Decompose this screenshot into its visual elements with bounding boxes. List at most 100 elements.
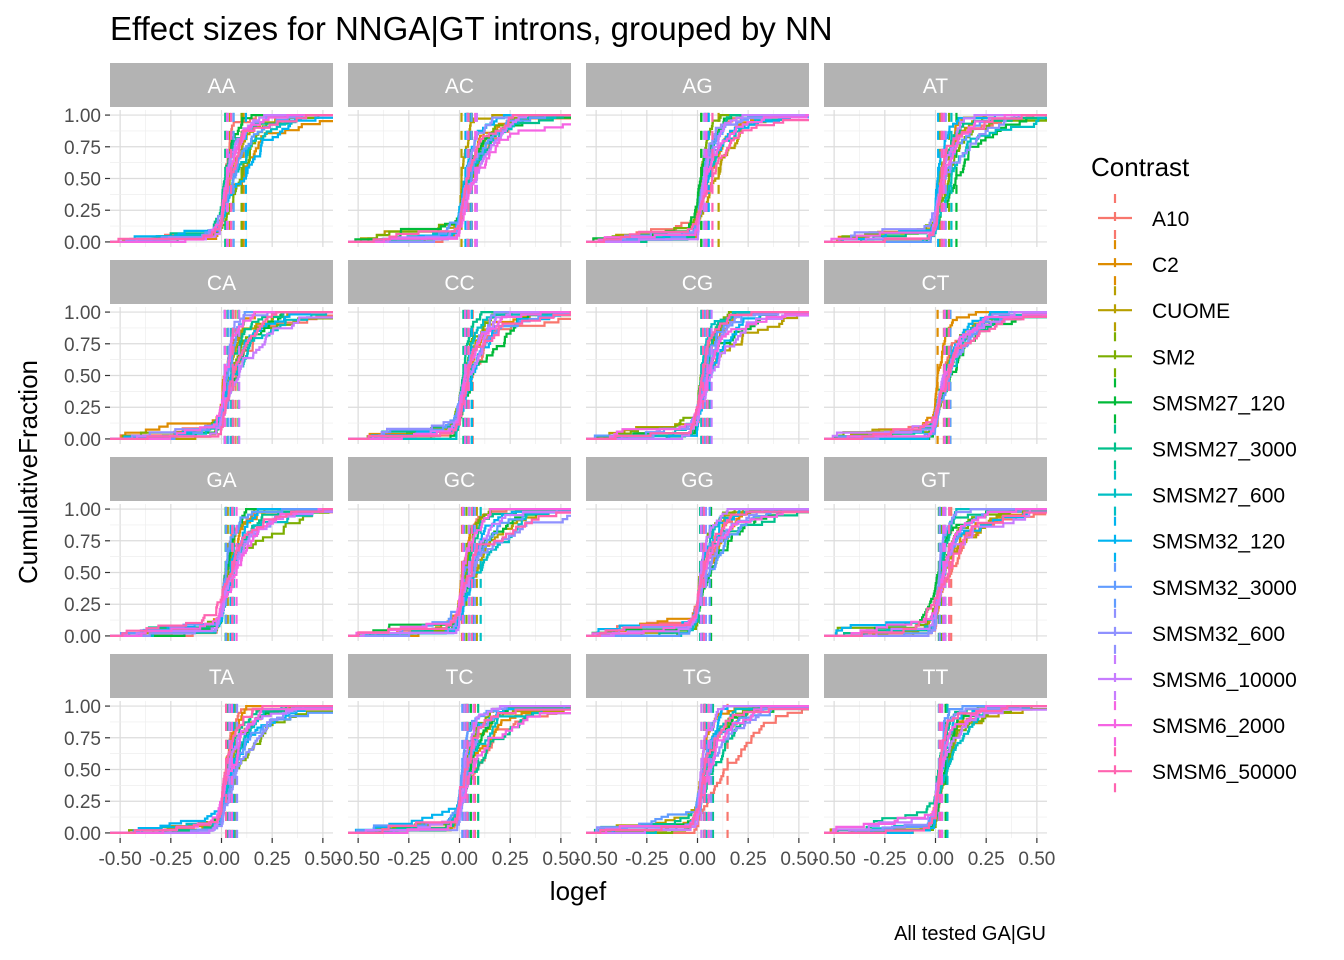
y-tick-label: 0.50 — [64, 564, 101, 585]
legend-label: SMSM6_50000 — [1152, 761, 1297, 784]
facet-strip — [348, 457, 571, 501]
ecdf-SMSM6_50000 — [586, 510, 809, 637]
y-tick-label: 0.50 — [64, 170, 101, 191]
legend-entry-SMSM27_600: SMSM27_600 — [1098, 470, 1285, 519]
y-axis-ticks: 0.00 0.25 0.50 0.75 1.00 — [64, 303, 110, 451]
x-tick-label: 0.25 — [968, 849, 1005, 870]
ecdf-SMSM32_3000 — [348, 508, 571, 637]
legend-entry-SMSM6_10000: SMSM6_10000 — [1098, 655, 1297, 703]
y-tick-label: 1.00 — [64, 500, 101, 521]
legend-label: A10 — [1152, 208, 1189, 231]
facet-strip-label: TC — [446, 666, 474, 689]
y-tick-label: 0.75 — [64, 138, 101, 159]
legend-entry-SMSM32_3000: SMSM32_3000 — [1098, 562, 1297, 611]
facet-strip-label: AG — [682, 75, 712, 98]
ecdf-curves — [348, 504, 571, 641]
x-tick-label: -0.25 — [387, 849, 430, 870]
legend-entry-A10: A10 — [1098, 194, 1189, 242]
facet-GC: GC — [348, 457, 571, 641]
ecdf-curves — [110, 504, 333, 641]
ecdf-SMSM6_50000 — [348, 114, 571, 243]
x-axis-ticks: -0.50 -0.25 0.00 0.25 0.50 — [98, 838, 341, 870]
facet-CA: CA 0.00 0.25 0.50 0.75 1.00 — [64, 260, 333, 451]
facet-strip — [348, 654, 571, 698]
facet-strip — [586, 260, 809, 304]
ecdf-SMSM6_50000 — [586, 311, 809, 440]
y-tick-label: 1.00 — [64, 106, 101, 127]
ecdf-SMSM6_50000 — [824, 705, 1047, 834]
y-axis-ticks: 0.00 0.25 0.50 0.75 1.00 — [64, 697, 110, 845]
y-tick-label: 0.75 — [64, 532, 101, 553]
y-tick-label: 0.25 — [64, 792, 101, 813]
ecdf-curves — [824, 701, 1047, 838]
legend-label: SMSM32_120 — [1152, 531, 1285, 554]
facet-GG: GG — [586, 457, 809, 641]
facet-strip-label: CG — [682, 272, 714, 295]
facet-strip — [824, 457, 1047, 501]
legend-entry-SMSM27_3000: SMSM27_3000 — [1098, 424, 1297, 473]
chart-title: Effect sizes for NNGA|GT introns, groupe… — [110, 10, 833, 47]
ecdf-curves — [586, 110, 809, 247]
legend: Contrast A10 C2 CUOME SM2 SMSM27_120 SMSM27_3… — [1091, 152, 1297, 796]
ecdf-SMSM6_50000 — [110, 705, 333, 834]
ecdf-curves — [110, 110, 333, 247]
facet-strip-label: AC — [445, 75, 474, 98]
gridlines — [586, 110, 809, 247]
facet-TG: TG -0.50 -0.25 0.00 0.25 0.50 — [574, 654, 817, 870]
legend-label: SMSM32_600 — [1152, 623, 1285, 646]
facet-strip — [824, 260, 1047, 304]
facet-TT: TT -0.50 -0.25 0.00 0.25 0.50 — [812, 654, 1055, 870]
y-tick-label: 0.00 — [64, 824, 101, 845]
facet-strip — [824, 63, 1047, 107]
facet-strip-label: AT — [923, 75, 948, 98]
facet-strip — [586, 457, 809, 501]
ecdf-SMSM6_10000 — [586, 314, 809, 440]
ecdf-SMSM6_50000 — [586, 119, 809, 243]
ecdf-curves — [348, 110, 571, 247]
x-tick-label: -0.50 — [98, 849, 141, 870]
ecdf-curves — [824, 110, 1047, 247]
facet-strip — [586, 654, 809, 698]
legend-label: C2 — [1152, 254, 1179, 277]
ecdf-curves — [586, 307, 809, 444]
facet-AC: AC — [348, 63, 571, 247]
ecdf-SMSM6_50000 — [824, 114, 1047, 243]
ecdf-SMSM6_50000 — [824, 511, 1047, 637]
ecdf-curves — [110, 307, 333, 444]
x-tick-label: -0.50 — [812, 849, 855, 870]
legend-label: SMSM6_2000 — [1152, 715, 1285, 738]
legend-entry-SM2: SM2 — [1098, 332, 1195, 381]
x-tick-label: 0.00 — [679, 849, 716, 870]
facet-strip — [348, 63, 571, 107]
legend-label: SMSM6_10000 — [1152, 669, 1297, 692]
x-tick-label: 0.00 — [441, 849, 478, 870]
ecdf-curves — [824, 307, 1047, 444]
facet-AA: AA 0.00 0.25 0.50 0.75 1.00 — [64, 63, 333, 254]
facet-strip-label: GG — [681, 469, 714, 492]
facet-strip-label: TA — [209, 666, 234, 689]
ecdf-A10 — [586, 708, 809, 834]
y-tick-label: 0.50 — [64, 761, 101, 782]
legend-label: CUOME — [1152, 300, 1230, 323]
x-tick-label: -0.50 — [574, 849, 617, 870]
gridlines — [348, 701, 571, 838]
legend-label: SMSM27_120 — [1152, 392, 1285, 415]
facet-strip-label: AA — [207, 75, 235, 98]
facet-CG: CG — [586, 260, 809, 444]
ecdf-SMSM32_3000 — [348, 705, 571, 834]
x-tick-label: 0.25 — [492, 849, 529, 870]
ecdf-SMSM6_2000 — [110, 708, 333, 834]
facet-CC: CC — [348, 260, 571, 444]
facet-strip-label: TG — [683, 666, 712, 689]
y-axis-ticks: 0.00 0.25 0.50 0.75 1.00 — [64, 500, 110, 648]
y-tick-label: 0.00 — [64, 233, 101, 254]
x-axis-label: logef — [550, 876, 607, 906]
facet-AT: AT — [824, 63, 1047, 247]
facet-TA: TA 0.00 0.25 0.50 0.75 1.00 -0.50 -0.25 0.00 0.25… — [64, 654, 341, 870]
x-tick-label: -0.25 — [625, 849, 668, 870]
legend-entry-SMSM27_120: SMSM27_120 — [1098, 378, 1285, 427]
facet-strip — [824, 654, 1047, 698]
y-tick-label: 0.00 — [64, 627, 101, 648]
legend-label: SMSM27_600 — [1152, 485, 1285, 508]
